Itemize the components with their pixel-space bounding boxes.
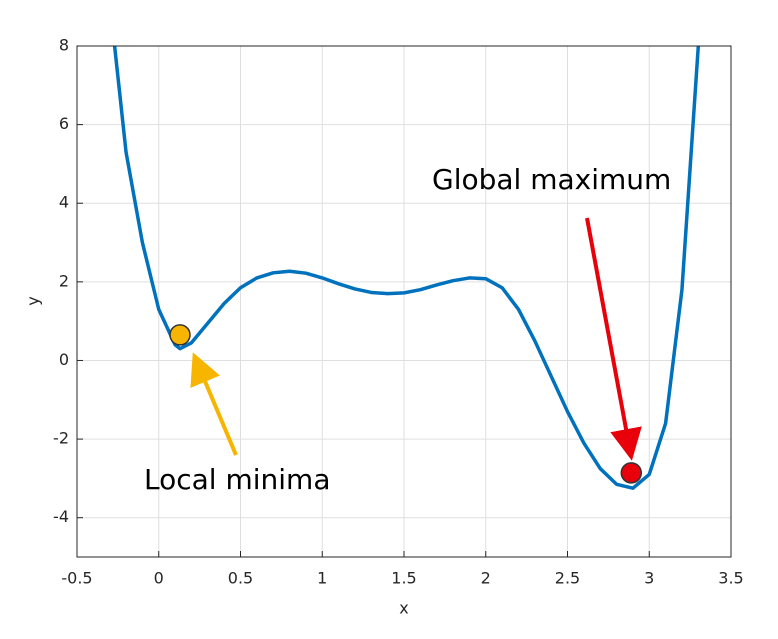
x-tick-label: 2.5 (555, 569, 580, 588)
x-tick-label: 1 (317, 569, 327, 588)
arrow (585, 217, 642, 461)
y-tick-label: -2 (53, 429, 69, 448)
y-tick-label: -4 (53, 507, 69, 526)
annotation: Global maximum (432, 163, 671, 196)
point-marker (169, 324, 191, 346)
y-axis-label: y (24, 296, 43, 305)
y-tick-label: 4 (59, 193, 69, 212)
x-tick-label: 0.5 (228, 569, 253, 588)
x-tick-label: 3 (644, 569, 654, 588)
y-tick-label: 2 (59, 271, 69, 290)
x-tick-label: 1.5 (391, 569, 416, 588)
curve (112, 46, 701, 490)
annotation: Local minima (144, 463, 330, 496)
x-tick-label: 0 (154, 569, 164, 588)
x-tick-label: 3.5 (718, 569, 743, 588)
point-marker (620, 462, 643, 484)
x-axis-label: x (399, 599, 408, 618)
x-tick-label: -0.5 (61, 569, 92, 588)
x-tick-label: 2 (481, 569, 491, 588)
arrow (190, 352, 238, 456)
y-tick-label: 0 (59, 350, 69, 369)
y-tick-label: 6 (59, 114, 69, 133)
y-tick-label: 8 (59, 36, 69, 55)
